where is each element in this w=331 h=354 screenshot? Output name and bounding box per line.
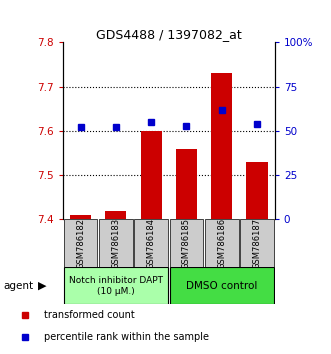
Bar [64,267,168,304]
Bar [134,219,168,267]
Bar [141,131,162,219]
Text: ▶: ▶ [38,281,47,291]
Text: GSM786186: GSM786186 [217,218,226,269]
Bar [105,211,126,219]
Text: GSM786183: GSM786183 [111,218,120,269]
Text: GSM786184: GSM786184 [147,218,156,269]
Bar [99,219,133,267]
Bar [205,219,239,267]
Title: GDS4488 / 1397082_at: GDS4488 / 1397082_at [96,28,242,41]
Bar [64,219,98,267]
Text: GSM786187: GSM786187 [253,218,261,269]
Text: GSM786185: GSM786185 [182,218,191,269]
Text: transformed count: transformed count [44,310,134,320]
Bar [176,149,197,219]
Text: DMSO control: DMSO control [186,281,258,291]
Bar [247,162,268,219]
Text: agent: agent [3,281,33,291]
Bar [240,219,274,267]
Bar [211,73,232,219]
Bar [169,267,274,304]
Text: percentile rank within the sample: percentile rank within the sample [44,332,209,342]
Text: Notch inhibitor DAPT
(10 μM.): Notch inhibitor DAPT (10 μM.) [69,276,163,296]
Bar [169,219,204,267]
Text: GSM786182: GSM786182 [76,218,85,269]
Bar [70,215,91,219]
